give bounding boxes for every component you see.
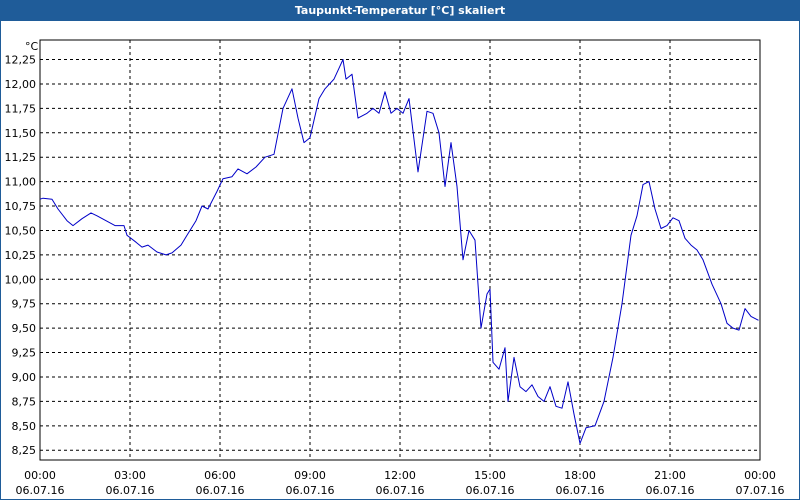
x-tick-time-label: 03:00 <box>114 469 146 482</box>
plot-area-border <box>39 39 761 461</box>
grid-lines <box>40 40 760 460</box>
y-tick-label: 9,25 <box>12 347 37 360</box>
y-tick-label: 11,25 <box>5 151 37 164</box>
x-tick-time-label: 00:00 <box>24 469 56 482</box>
y-tick-label: 10,50 <box>5 224 37 237</box>
x-tick-time-label: 00:00 <box>744 469 776 482</box>
window-title: Taupunkt-Temperatur [°C] skaliert <box>0 0 800 21</box>
series-layer <box>39 59 759 444</box>
x-tick-date-label: 06.07.16 <box>376 484 425 497</box>
y-tick-label: 12,00 <box>5 78 37 91</box>
x-tick-time-label: 06:00 <box>204 469 236 482</box>
y-tick-label: 10,75 <box>5 200 37 213</box>
y-tick-label: 9,50 <box>12 322 37 335</box>
y-tick-label: 11,00 <box>5 176 37 189</box>
x-tick-date-label: 06.07.16 <box>286 484 335 497</box>
x-tick-date-label: 06.07.16 <box>196 484 245 497</box>
y-tick-label: 11,75 <box>5 102 37 115</box>
y-tick-label: 12,25 <box>5 54 37 67</box>
x-tick-date-label: 07.07.16 <box>736 484 785 497</box>
x-tick-date-label: 06.07.16 <box>106 484 155 497</box>
y-tick-label: 8,25 <box>12 444 37 457</box>
x-tick-date-label: 06.07.16 <box>466 484 515 497</box>
y-tick-label: 10,00 <box>5 273 37 286</box>
y-tick-label: 9,00 <box>12 371 37 384</box>
x-tick-time-label: 18:00 <box>564 469 596 482</box>
x-tick-date-label: 06.07.16 <box>646 484 695 497</box>
x-tick-date-label: 06.07.16 <box>16 484 65 497</box>
y-tick-label: 11,50 <box>5 127 37 140</box>
y-axis-tick-labels: 12,25 12,00 11,75 11,50 11,25 11,00 10,75 10,50… <box>5 54 37 458</box>
x-tick-date-label: 06.07.16 <box>556 484 605 497</box>
y-tick-label: 10,25 <box>5 249 37 262</box>
y-tick-label: 8,50 <box>12 420 37 433</box>
x-tick-time-label: 21:00 <box>654 469 686 482</box>
y-tick-label: 8,75 <box>12 395 37 408</box>
x-tick-time-label: 12:00 <box>384 469 416 482</box>
y-tick-label: 9,75 <box>12 298 37 311</box>
x-tick-time-label: 15:00 <box>474 469 506 482</box>
x-axis-tick-labels: 00:00 06.07.16 03:00 06.07.16 06:00 06.07.16 0… <box>16 469 785 497</box>
series-line <box>39 59 759 444</box>
x-tick-time-label: 09:00 <box>294 469 326 482</box>
y-axis-unit-label: °C <box>25 40 39 53</box>
